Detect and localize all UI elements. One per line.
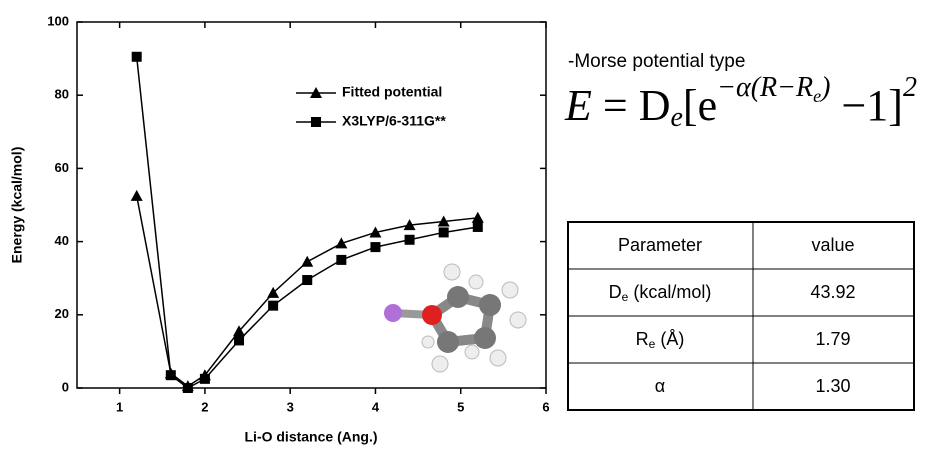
marker [302, 275, 312, 285]
formula-part: = D [592, 81, 671, 130]
molecule [384, 264, 526, 372]
row-value: 1.79 [815, 329, 850, 349]
row-label-rest: (kcal/mol) [628, 282, 711, 302]
formula-part: [e [683, 81, 717, 130]
marker [131, 190, 143, 201]
x-tick-label: 3 [287, 399, 294, 414]
y-tick-label: 0 [62, 379, 69, 394]
x-tick-label: 1 [116, 399, 123, 414]
row-label: De (kcal/mol) [609, 282, 712, 304]
marker [439, 227, 449, 237]
x-tick-label: 6 [542, 399, 549, 414]
formula-part: 2 [903, 72, 917, 103]
legend-label: X3LYP/6-311G** [342, 113, 446, 129]
formula-part: e [813, 86, 821, 106]
table-header: Parameter [618, 235, 702, 255]
marker [473, 222, 483, 232]
y-tick-label: 80 [55, 87, 69, 102]
marker [472, 212, 484, 223]
marker [183, 383, 193, 393]
legend-label: Fitted potential [342, 84, 442, 100]
marker [370, 242, 380, 252]
x-tick-label: 4 [372, 399, 380, 414]
y-tick-label: 60 [55, 160, 69, 175]
x-tick-label: 2 [201, 399, 208, 414]
marker [268, 301, 278, 311]
marker [166, 370, 176, 380]
table-header: value [811, 235, 854, 255]
marker [234, 335, 244, 345]
y-tick-label: 20 [55, 306, 69, 321]
formula-part: e [670, 102, 682, 133]
marker [301, 256, 313, 267]
note: -Morse potential type [568, 51, 745, 72]
marker [335, 237, 347, 248]
row-value: 43.92 [810, 282, 855, 302]
row-label: Re (Å) [636, 329, 685, 351]
row-value: 1.30 [815, 376, 850, 396]
legend-marker [311, 117, 321, 127]
row-label-main: D [609, 282, 622, 302]
row-label-main: R [636, 329, 649, 349]
x-tick-label: 5 [457, 399, 464, 414]
formula: E = De[e−α(R−Re) −1]2 [564, 72, 917, 133]
marker [405, 235, 415, 245]
marker [336, 255, 346, 265]
series-line [137, 196, 478, 386]
marker [132, 52, 142, 62]
row-label-rest: (Å) [655, 329, 684, 349]
formula-part: ) [819, 72, 830, 103]
y-tick-label: 100 [47, 13, 69, 28]
x-axis-label: Li-O distance (Ang.) [245, 429, 378, 445]
y-tick-label: 40 [55, 233, 69, 248]
legend: Fitted potential X3LYP/6-311G** [296, 84, 446, 129]
y-axis-label: Energy (kcal/mol) [9, 147, 25, 264]
page: Energy (kcal/mol) Li-O distance (Ang.) F… [0, 0, 929, 450]
formula-part: E [564, 81, 592, 130]
formula-part: −1] [830, 81, 902, 130]
marker [200, 374, 210, 384]
row-label-main: α [655, 376, 665, 396]
formula-part: −α(R−R [717, 72, 813, 103]
row-label: α [655, 376, 665, 396]
